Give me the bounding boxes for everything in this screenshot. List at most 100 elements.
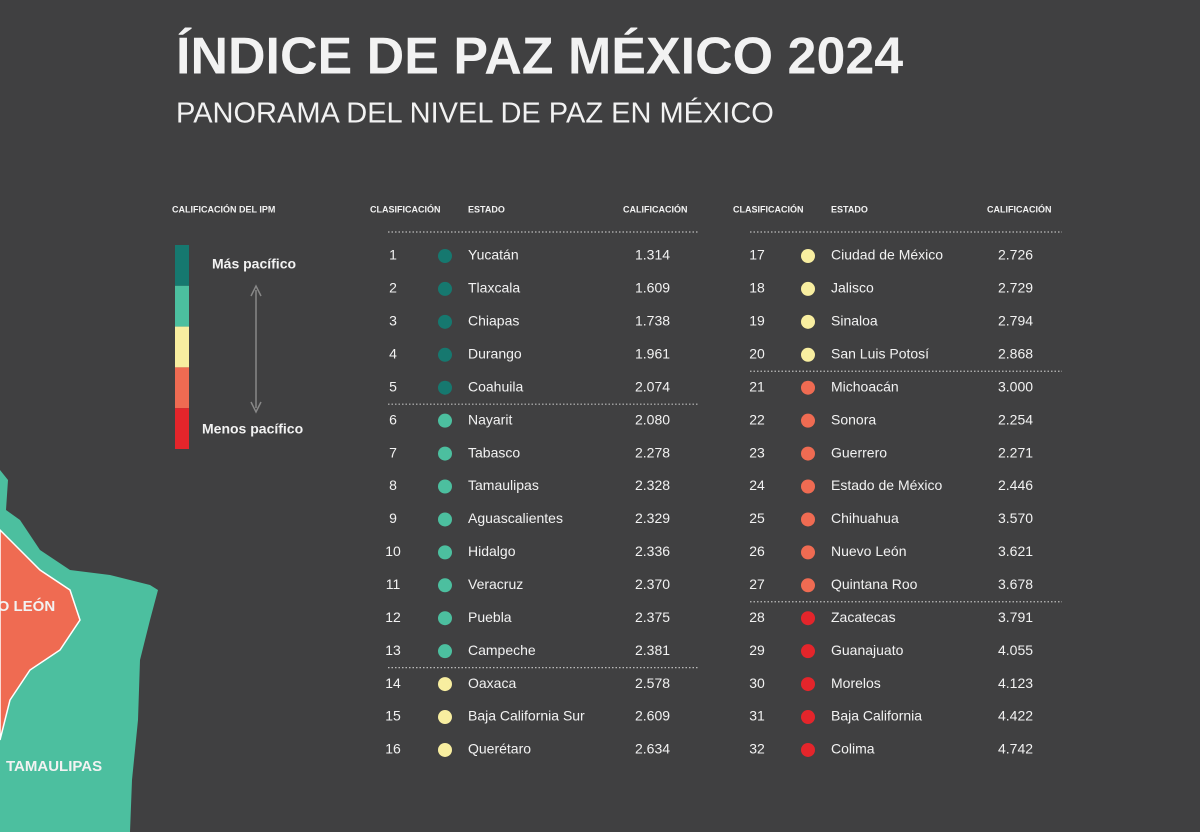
rank: 15	[385, 708, 401, 724]
rank: 16	[385, 741, 401, 757]
score: 2.329	[635, 510, 670, 526]
score: 2.609	[635, 708, 670, 724]
rank: 27	[749, 576, 765, 592]
level-dot	[801, 314, 815, 329]
rank: 1	[389, 247, 397, 263]
level-dot	[438, 677, 452, 692]
state: Quintana Roo	[831, 576, 918, 592]
score: 2.381	[635, 642, 670, 658]
score: 2.375	[635, 609, 670, 625]
state: Hidalgo	[468, 543, 516, 559]
level-dot	[801, 677, 815, 692]
state: Sinaloa	[831, 313, 878, 329]
rank: 13	[385, 642, 401, 658]
level-dot	[801, 742, 815, 757]
state: Chihuahua	[831, 510, 899, 526]
score: 2.336	[635, 543, 670, 559]
rank: 24	[749, 477, 765, 493]
level-dot	[801, 479, 815, 494]
level-dot	[438, 710, 452, 725]
state: Coahuila	[468, 378, 523, 394]
score: 2.726	[998, 247, 1033, 263]
column-header: CALIFICACIÓN	[987, 203, 1052, 214]
map-label: TAMAULIPAS	[6, 758, 102, 775]
level-dot	[438, 742, 452, 757]
score: 2.794	[998, 313, 1033, 329]
rank: 29	[749, 642, 765, 658]
level-dot	[801, 281, 815, 296]
score: 2.729	[998, 280, 1033, 296]
score: 1.314	[635, 247, 670, 263]
rank: 22	[749, 411, 765, 427]
state: Zacatecas	[831, 609, 896, 625]
score: 3.678	[998, 576, 1033, 592]
level-dot	[801, 578, 815, 593]
level-dot	[438, 611, 452, 626]
state: Aguascalientes	[468, 510, 563, 526]
state: Tamaulipas	[468, 477, 539, 493]
score: 2.634	[635, 741, 670, 757]
legend-swatch	[175, 367, 189, 409]
rank: 23	[749, 444, 765, 460]
level-dot	[801, 644, 815, 659]
level-dot	[438, 644, 452, 659]
rank: 18	[749, 280, 765, 296]
score: 2.074	[635, 378, 670, 394]
score: 2.578	[635, 675, 670, 691]
legend-swatch	[175, 285, 189, 327]
rank: 7	[389, 444, 397, 460]
rank: 6	[389, 411, 397, 427]
column-header: CALIFICACIÓN	[623, 203, 688, 214]
state: Estado de México	[831, 477, 942, 493]
state: Colima	[831, 741, 875, 757]
state: Jalisco	[831, 280, 874, 296]
map-label: NUEVO LEÓN	[0, 597, 55, 615]
level-dot	[801, 446, 815, 461]
state: Michoacán	[831, 378, 899, 394]
state: Ciudad de México	[831, 247, 943, 263]
column-header: CLASIFICACIÓN	[370, 203, 441, 214]
state: Nuevo León	[831, 543, 907, 559]
legend-swatch	[175, 408, 189, 449]
rank: 21	[749, 378, 765, 394]
rank: 11	[386, 576, 401, 592]
level-dot	[438, 281, 452, 296]
state: Tabasco	[468, 444, 520, 460]
rank: 10	[385, 543, 401, 559]
legend-label: Menos pacífico	[202, 421, 303, 437]
rank: 12	[385, 609, 401, 625]
level-dot	[438, 578, 452, 593]
score: 1.961	[635, 345, 670, 361]
rank: 28	[749, 609, 765, 625]
level-dot	[438, 512, 452, 527]
state: Puebla	[468, 609, 512, 625]
state: Tlaxcala	[468, 280, 520, 296]
level-dot	[438, 413, 452, 428]
score: 4.422	[998, 708, 1033, 724]
level-dot	[438, 380, 452, 395]
state: Morelos	[831, 675, 881, 691]
state: Yucatán	[468, 247, 519, 263]
score: 2.271	[998, 444, 1033, 460]
legend-swatch	[175, 326, 189, 368]
score: 3.570	[998, 510, 1033, 526]
score: 2.328	[635, 477, 670, 493]
map: NUEVO LEÓN TAMAULIPAS	[0, 470, 158, 832]
state: Oaxaca	[468, 675, 516, 691]
state: Durango	[468, 345, 522, 361]
state: Nayarit	[468, 411, 512, 427]
state: Campeche	[468, 642, 536, 658]
state: Querétaro	[468, 741, 531, 757]
legend-title: CALIFICACIÓN DEL IPM	[172, 203, 275, 214]
level-dot	[801, 545, 815, 560]
score: 3.791	[998, 609, 1033, 625]
state: Chiapas	[468, 313, 519, 329]
level-dot	[801, 512, 815, 527]
column-header: CLASIFICACIÓN	[733, 203, 804, 214]
score: 2.254	[998, 411, 1033, 427]
score: 2.278	[635, 444, 670, 460]
state: Baja California Sur	[468, 708, 585, 724]
score: 4.055	[998, 642, 1033, 658]
